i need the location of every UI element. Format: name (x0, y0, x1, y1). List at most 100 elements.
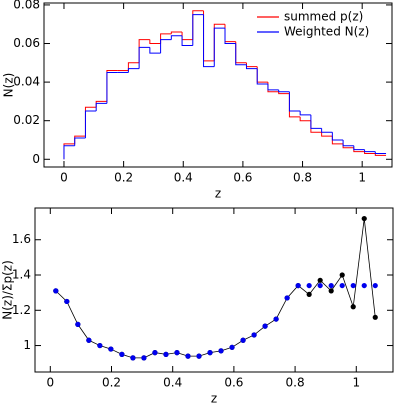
data-point (218, 348, 224, 354)
bottom-plot-frame (34, 207, 394, 373)
x-tick-label: 1 (352, 376, 360, 390)
histogram-step (181, 35, 193, 46)
data-point (361, 215, 367, 222)
data-point (130, 355, 136, 361)
data-point (174, 350, 180, 356)
histogram-step (181, 31, 193, 41)
top-plot-frame (43, 2, 393, 168)
data-point (75, 321, 81, 327)
histogram-step (364, 149, 376, 153)
data-point (372, 314, 378, 320)
x-axis-label: z (215, 187, 221, 201)
histogram-step (74, 135, 86, 144)
data-point (240, 337, 246, 343)
data-point (196, 353, 202, 359)
data-point (284, 295, 290, 301)
histogram-step (63, 145, 75, 160)
x-tick-label: 0.2 (114, 171, 133, 185)
data-point (339, 272, 345, 278)
histogram-step (203, 14, 215, 68)
x-tick-label: 1 (358, 171, 366, 185)
data-point (350, 282, 356, 289)
x-tick-label: 0.4 (163, 376, 182, 390)
histogram-step (353, 145, 365, 151)
histogram-step (106, 71, 118, 104)
histogram-step (299, 111, 311, 116)
ratio-line (55, 218, 376, 359)
data-point (306, 282, 312, 289)
data-point (361, 282, 367, 289)
histogram-step (278, 89, 290, 93)
data-point (119, 351, 125, 357)
histogram-step (224, 28, 236, 45)
histogram-step (342, 139, 354, 147)
data-point (328, 288, 334, 294)
data-point (152, 350, 158, 356)
x-tick-label: 0 (60, 171, 68, 185)
y-tick-label: 0.06 (13, 36, 40, 50)
histogram-step (213, 27, 226, 67)
histogram-step (299, 116, 311, 122)
histogram-step (127, 68, 140, 73)
x-tick-label: 0.2 (102, 376, 121, 390)
y-tick-label: 0.04 (13, 75, 40, 89)
histogram-step (160, 33, 172, 44)
histogram-step (321, 128, 333, 133)
histogram-step (288, 91, 301, 112)
y-tick-label: 0.08 (13, 0, 40, 11)
data-point (317, 282, 323, 289)
x-tick-label: 0.4 (174, 171, 193, 185)
histogram-step (256, 68, 268, 85)
data-point (229, 344, 235, 350)
histogram-step (235, 41, 247, 64)
y-tick-label: 0 (32, 152, 40, 166)
histogram-step (203, 10, 215, 62)
data-point (141, 355, 147, 361)
histogram-step (245, 64, 258, 70)
data-point (53, 288, 59, 294)
histogram-step (321, 132, 333, 137)
histogram-step (235, 43, 247, 66)
histogram-step (278, 91, 290, 95)
histogram-step (267, 84, 279, 91)
histogram-step (95, 102, 107, 112)
x-tick-label: 0.8 (286, 376, 305, 390)
histogram-step (288, 93, 301, 118)
y-tick-label: 1.6 (12, 232, 31, 246)
histogram-step (149, 39, 161, 45)
data-point (350, 304, 356, 310)
data-point (339, 282, 345, 289)
data-point (64, 298, 70, 305)
data-point (251, 332, 257, 338)
histogram-step (138, 46, 150, 69)
histogram-step (170, 31, 183, 34)
data-point (306, 291, 312, 298)
data-point (163, 351, 169, 357)
histogram-step (374, 153, 387, 156)
histogram-step (310, 114, 322, 129)
data-point (86, 337, 92, 343)
data-point (185, 353, 191, 359)
data-point (207, 350, 213, 356)
y-axis-label: N(z)/Σp(z) (1, 260, 15, 320)
data-point (262, 323, 268, 329)
x-axis-label: z (211, 392, 217, 403)
histogram-step (310, 120, 322, 133)
histogram-step (374, 151, 387, 154)
data-point (317, 277, 323, 283)
histogram-step (160, 39, 172, 54)
histogram-step (192, 14, 204, 46)
histogram-step (170, 35, 183, 40)
legend-label: Weighted N(z) (284, 25, 369, 39)
histogram-step (95, 100, 107, 108)
x-tick-label: 0 (46, 376, 54, 390)
histogram-step (331, 132, 344, 141)
histogram-step (138, 39, 150, 63)
y-tick-label: 1.2 (12, 303, 31, 317)
y-tick-label: 1.4 (12, 268, 31, 282)
data-point (97, 342, 103, 349)
histogram-step (149, 47, 161, 54)
histogram-step (224, 24, 236, 43)
histogram-step (213, 23, 226, 61)
